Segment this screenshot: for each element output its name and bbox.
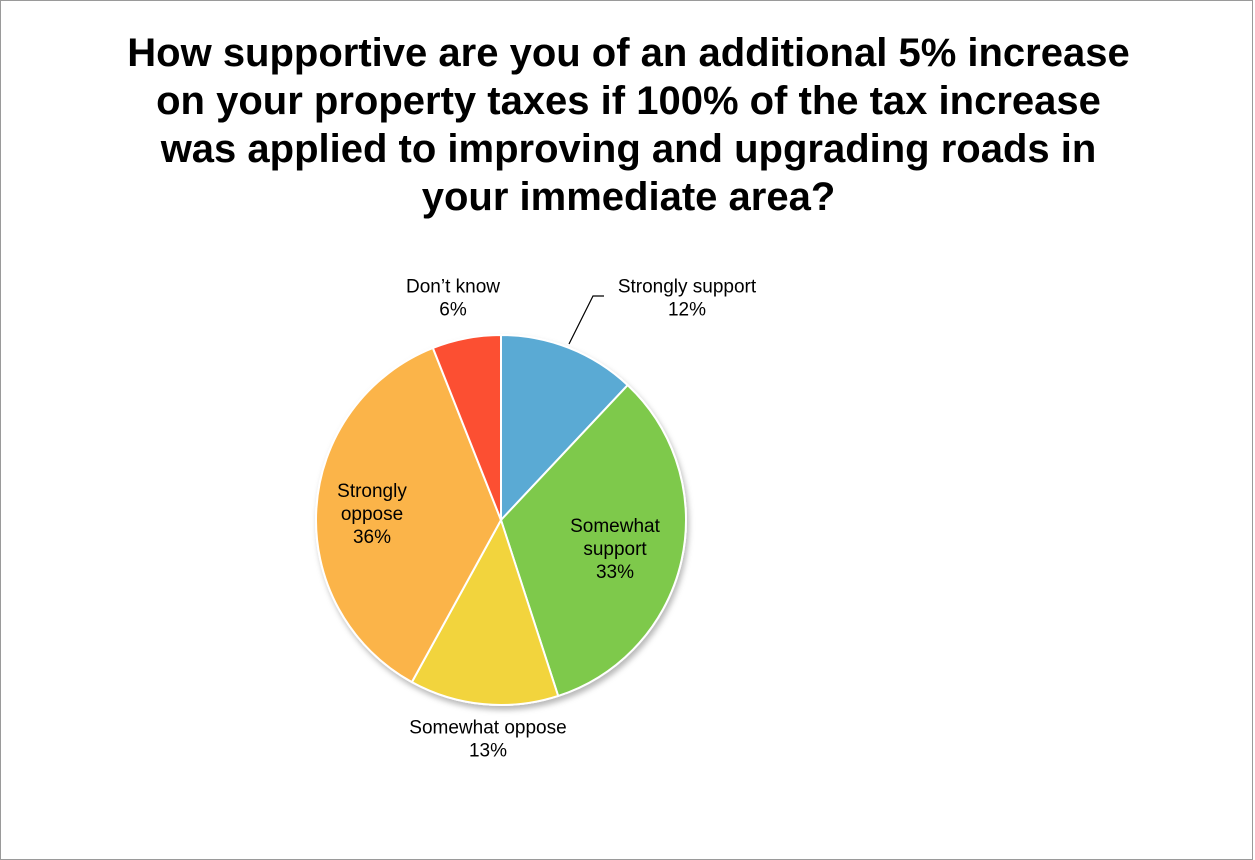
slice-label-strongly-oppose: Strongly oppose 36%	[337, 481, 407, 548]
slice-category-label: Don’t know	[406, 277, 500, 298]
slice-value-label: 12%	[668, 300, 706, 321]
pie-labels: Strongly support 12%Somewhat support 33%Som…	[337, 277, 757, 762]
pie-slice-somewhat-oppose	[410, 519, 560, 706]
slice-category-label: support	[583, 539, 647, 560]
slice-value-label: 13%	[469, 741, 507, 762]
slice-label-don-t-know: Don’t know 6%	[406, 277, 500, 321]
slice-category-label: Somewhat	[570, 516, 660, 537]
slice-value-label: 33%	[596, 562, 634, 583]
slice-category-label: Somewhat oppose	[409, 718, 566, 739]
pie-slice-somewhat-support	[500, 384, 687, 697]
slice-category-label: Strongly	[337, 481, 407, 502]
chart-title: How supportive are you of an additional …	[127, 31, 1130, 219]
slice-value-label: 6%	[439, 300, 467, 321]
slice-category-label: Strongly support	[618, 277, 757, 298]
slice-label-somewhat-support: Somewhat support 33%	[570, 516, 660, 583]
leader-line	[568, 295, 604, 345]
slice-label-strongly-support: Strongly support 12%	[568, 277, 757, 345]
pie-slice-don-t-know	[431, 334, 502, 521]
pie-slice-strongly-support	[500, 334, 629, 521]
slice-label-somewhat-oppose: Somewhat oppose 13%	[409, 718, 566, 762]
slice-value-label: 36%	[353, 527, 391, 548]
slice-category-label: oppose	[341, 504, 403, 525]
pie-slices	[315, 334, 687, 706]
pie-slice-strongly-oppose	[315, 346, 502, 684]
